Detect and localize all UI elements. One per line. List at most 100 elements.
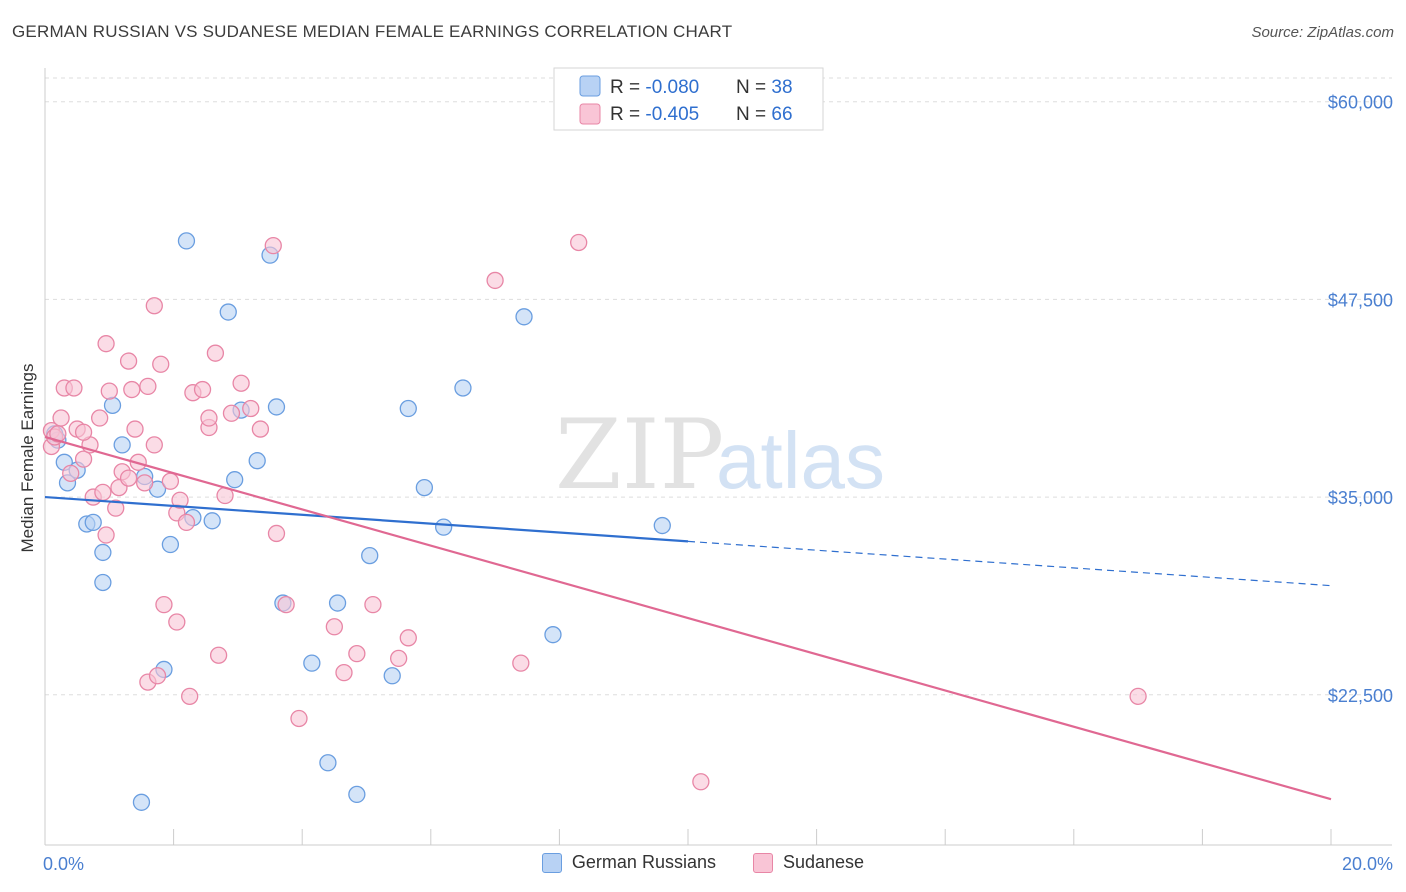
trend-sudanese (44, 435, 1332, 801)
point-1-42 (290, 709, 308, 728)
series-sudanese-points (42, 233, 1147, 791)
point-0-6 (84, 513, 102, 532)
point-1-62 (200, 409, 218, 427)
point-0-13 (161, 535, 180, 554)
point-0-30 (399, 399, 417, 418)
point-0-24 (303, 654, 321, 672)
point-1-28 (171, 491, 189, 509)
legend-item-sudanese: Sudanese (753, 852, 864, 873)
y-tick-label-3: $60,000 (1328, 93, 1393, 113)
legend-top-row-1: R = -0.080 N = 38 (610, 77, 793, 98)
point-1-7 (74, 450, 93, 468)
point-1-35 (222, 404, 241, 422)
tick-labels: $22,500 $35,000 $47,500 $60,000 0.0% 20.0% (43, 93, 1393, 874)
point-0-37 (132, 793, 151, 811)
point-0-31 (415, 478, 434, 497)
y-tick-label-0: $22,500 (1328, 686, 1393, 706)
point-0-34 (515, 308, 533, 326)
legend-label-sudanese: Sudanese (783, 852, 865, 872)
legend-top: R = -0.080 N = 38 R = -0.405 N = 66 (553, 67, 824, 131)
point-1-22 (139, 377, 157, 396)
point-0-22 (267, 398, 286, 416)
y-tick-label-1: $35,000 (1328, 488, 1393, 508)
point-1-38 (251, 420, 270, 438)
point-1-58 (209, 646, 228, 664)
point-0-32 (435, 518, 453, 536)
point-0-10 (113, 436, 131, 454)
point-1-17 (119, 352, 138, 370)
chart-title: GERMAN RUSSIAN VS SUDANESE MEDIAN FEMALE… (12, 22, 733, 41)
point-1-18 (123, 380, 141, 399)
point-0-8 (94, 573, 112, 592)
point-1-5 (65, 379, 83, 397)
point-0-33 (454, 379, 472, 397)
point-1-23 (145, 436, 163, 454)
point-1-12 (100, 382, 118, 400)
point-0-35 (544, 626, 562, 644)
point-0-27 (348, 785, 366, 804)
source-label: Source: ZipAtlas.com (1251, 24, 1394, 41)
point-1-11 (97, 335, 115, 353)
x-tick-label-1: 20.0% (1342, 854, 1393, 874)
point-1-37 (242, 399, 260, 418)
legend-swatch-blue (541, 852, 562, 873)
watermark: ZIP atlas (555, 399, 885, 511)
point-1-26 (161, 472, 180, 490)
y-axis-label: Median Female Earnings (18, 364, 37, 553)
point-1-46 (364, 595, 382, 614)
legend-bottom: German Russians Sudanese (0, 852, 1406, 878)
point-1-10 (91, 409, 109, 427)
legend-swatch-pink (753, 852, 773, 873)
axes (44, 68, 1392, 846)
point-1-41 (277, 595, 295, 614)
point-1-52 (692, 773, 710, 791)
point-0-29 (383, 667, 401, 685)
point-0-16 (203, 512, 221, 530)
point-1-53 (1129, 687, 1147, 705)
point-1-55 (168, 613, 186, 631)
point-0-20 (248, 452, 266, 470)
point-1-49 (486, 271, 504, 290)
point-1-47 (389, 649, 408, 668)
trend-lines (44, 435, 1332, 801)
point-1-19 (126, 420, 144, 438)
point-0-28 (361, 546, 379, 565)
point-1-15 (107, 499, 125, 517)
series-german-russians-points (45, 232, 671, 811)
watermark-zip: ZIP (555, 399, 724, 511)
point-1-40 (267, 524, 286, 543)
trend-german-russians-dashed (687, 540, 1332, 587)
point-1-64 (62, 464, 80, 483)
x-tick-label-0: 0.0% (43, 854, 84, 874)
point-1-54 (155, 595, 173, 614)
point-0-25 (319, 754, 337, 772)
legend-top-row-2: R = -0.405 N = 66 (610, 104, 793, 125)
point-0-36 (653, 516, 671, 535)
legend-top-swatch-pink (579, 103, 601, 125)
point-0-17 (219, 303, 237, 321)
point-0-14 (177, 232, 196, 250)
trend-german-russians-solid (44, 495, 689, 543)
watermark-atlas: atlas (716, 416, 885, 505)
point-1-29 (177, 513, 196, 532)
legend-item-german-russians: German Russians (541, 852, 716, 873)
point-1-63 (119, 469, 138, 487)
legend-top-swatch-blue (579, 75, 601, 97)
point-1-50 (512, 654, 530, 672)
point-0-26 (328, 594, 347, 612)
point-1-65 (49, 425, 67, 443)
point-1-24 (145, 297, 163, 315)
point-0-18 (226, 471, 244, 489)
point-1-21 (136, 474, 154, 492)
y-tick-label-2: $47,500 (1328, 290, 1393, 310)
point-1-33 (206, 344, 225, 362)
point-1-44 (335, 663, 353, 682)
point-1-43 (325, 618, 344, 636)
point-1-36 (232, 374, 250, 392)
point-1-61 (94, 483, 112, 501)
point-1-51 (570, 233, 588, 252)
point-1-39 (264, 236, 282, 255)
legend-label-german-russians: German Russians (571, 852, 716, 872)
point-1-45 (348, 644, 366, 663)
